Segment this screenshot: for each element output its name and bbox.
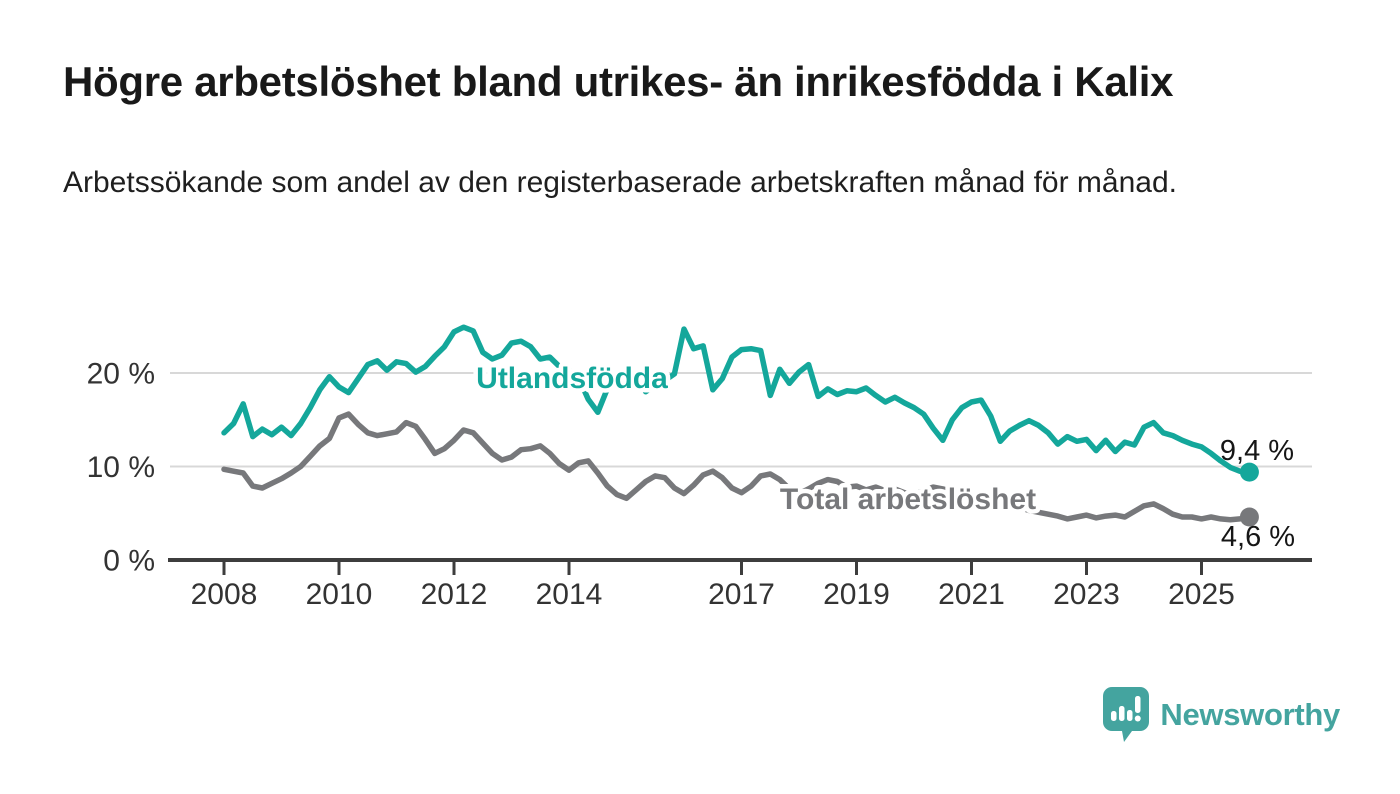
x-axis-tick-label: 2017 (708, 578, 775, 611)
series-label-total-arbetsloshet: Total arbetslöshet (780, 483, 1036, 516)
x-axis-tick-label: 2010 (306, 578, 373, 611)
y-axis-label: 0 % (103, 545, 155, 578)
series-label-utlandsfodda: Utlandsfödda (476, 362, 668, 395)
x-axis-tick-label: 2014 (536, 578, 603, 611)
page-subtitle: Arbetssökande som andel av den registerb… (63, 166, 1177, 199)
end-dot (1239, 507, 1259, 527)
x-axis-tick-label: 2019 (823, 578, 890, 611)
x-axis-tick-label: 2023 (1053, 578, 1120, 611)
end-dot (1239, 462, 1259, 482)
axis-group: 2008 2010 2012 2014 2017 2019 2021 2023 2025 (168, 558, 1312, 611)
brand-name: Newsworthy (1160, 697, 1340, 732)
end-value-label-total: 4,6 % (1221, 521, 1295, 553)
x-axis-tick-label: 2025 (1168, 578, 1235, 611)
newsworthy-logo: Newsworthy (1102, 686, 1340, 744)
end-value-label-utlandsfodda: 9,4 % (1220, 435, 1294, 467)
y-axis-label: 10 % (87, 451, 155, 484)
series-group (221, 324, 1259, 527)
speech-bubble-bar-chart-icon (1103, 687, 1150, 742)
x-axis-tick-label: 2012 (421, 578, 488, 611)
line-utlandsfodda (221, 324, 1253, 475)
line-total (221, 411, 1253, 523)
x-axis-tick-label: 2021 (938, 578, 1005, 611)
y-axis-label: 20 % (87, 358, 155, 391)
gridlines-group: 0 % 10 % 20 % (87, 358, 1312, 578)
x-axis-tick-label: 2008 (191, 578, 258, 611)
page-title: Högre arbetslöshet bland utrikes- än inr… (63, 58, 1174, 105)
